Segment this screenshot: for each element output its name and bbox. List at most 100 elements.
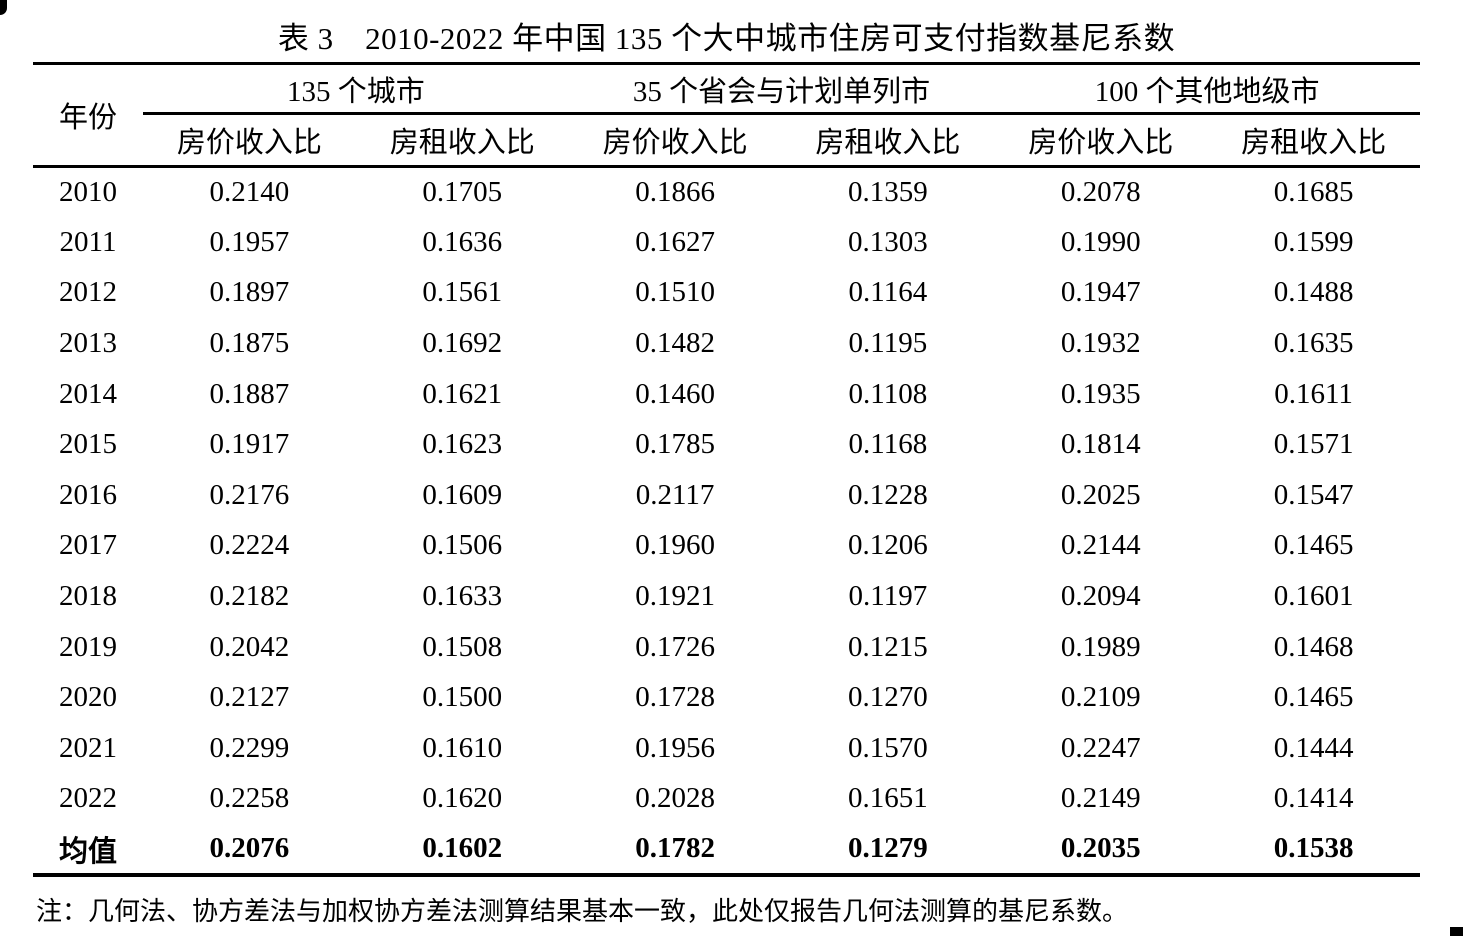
gini-coefficient-table: 年份 135 个城市 35 个省会与计划单列市 100 个其他地级市 房价收入比… bbox=[33, 62, 1420, 877]
group-header-100-other-prefecture-cities: 100 个其他地级市 bbox=[994, 63, 1420, 115]
value-cell: 0.2117 bbox=[635, 478, 715, 511]
year-cell: 2018 bbox=[59, 580, 117, 613]
value-cell: 0.2224 bbox=[209, 529, 290, 562]
table-row: 2012 0.1897 0.1561 0.1510 0.1164 0.1947 0.1488 bbox=[33, 268, 1420, 319]
table-body: 2010 0.2140 0.1705 0.1866 0.1359 0.2078 0.1685… bbox=[33, 167, 1420, 875]
value-cell: 0.1633 bbox=[422, 580, 503, 613]
table-row: 2010 0.2140 0.1705 0.1866 0.1359 0.2078 0.1685 bbox=[33, 167, 1420, 218]
value-cell: 0.1508 bbox=[422, 630, 503, 663]
value-cell: 0.1547 bbox=[1273, 478, 1354, 511]
value-cell: 0.2028 bbox=[635, 782, 715, 815]
value-cell: 0.1602 bbox=[422, 832, 503, 865]
value-cell: 0.1956 bbox=[635, 731, 715, 764]
value-cell: 0.1168 bbox=[848, 428, 928, 461]
value-cell: 0.1279 bbox=[848, 832, 928, 865]
year-cell: 2012 bbox=[59, 276, 117, 309]
value-cell: 0.2025 bbox=[1060, 478, 1141, 511]
value-cell: 0.2247 bbox=[1060, 731, 1141, 764]
header-group-row: 年份 135 个城市 35 个省会与计划单列市 100 个其他地级市 bbox=[33, 63, 1420, 168]
crop-artifact-top-left bbox=[0, 0, 7, 15]
value-cell: 0.1460 bbox=[635, 377, 715, 410]
value-cell: 0.1206 bbox=[848, 529, 928, 562]
value-cell: 0.1611 bbox=[1274, 377, 1353, 410]
group-header-35-capital-cities: 35 个省会与计划单列市 bbox=[568, 63, 995, 115]
value-cell: 0.1620 bbox=[422, 782, 503, 815]
value-cell: 0.1538 bbox=[1273, 832, 1354, 865]
table-row: 2015 0.1917 0.1623 0.1785 0.1168 0.1814 0.1571 bbox=[33, 419, 1420, 470]
value-cell: 0.1785 bbox=[635, 428, 715, 461]
value-cell: 0.1228 bbox=[848, 478, 928, 511]
subheader-rent-income-ratio-1: 房租收入比 bbox=[355, 113, 569, 168]
table-row: 2020 0.2127 0.1500 0.1728 0.1270 0.2109 0.1465 bbox=[33, 672, 1420, 723]
table-row: 2013 0.1875 0.1692 0.1482 0.1195 0.1932 0.1635 bbox=[33, 318, 1420, 369]
value-cell: 0.1635 bbox=[1273, 327, 1354, 360]
subheader-rent-income-ratio-2: 房租收入比 bbox=[781, 113, 995, 168]
value-cell: 0.1465 bbox=[1273, 529, 1354, 562]
value-cell: 0.1917 bbox=[209, 428, 290, 461]
value-cell: 0.1887 bbox=[209, 377, 290, 410]
value-cell: 0.1960 bbox=[635, 529, 715, 562]
value-cell: 0.1782 bbox=[635, 832, 715, 865]
subheader-price-income-ratio-1: 房价收入比 bbox=[143, 113, 356, 168]
year-cell: 2011 bbox=[59, 225, 117, 258]
table-caption: 表 3 2010-2022 年中国 135 个大中城市住房可支付指数基尼系数 bbox=[277, 21, 1176, 56]
value-cell: 0.2076 bbox=[209, 832, 290, 865]
value-cell: 0.2094 bbox=[1060, 580, 1141, 613]
value-cell: 0.1570 bbox=[848, 731, 928, 764]
value-cell: 0.1195 bbox=[848, 327, 928, 360]
value-cell: 0.1921 bbox=[635, 580, 715, 613]
value-cell: 0.2078 bbox=[1060, 176, 1141, 209]
table-row: 2014 0.1887 0.1621 0.1460 0.1108 0.1935 0.1611 bbox=[33, 369, 1420, 420]
value-cell: 0.1571 bbox=[1273, 428, 1354, 461]
value-cell: 0.1506 bbox=[422, 529, 503, 562]
value-cell: 0.1814 bbox=[1060, 428, 1141, 461]
value-cell: 0.2035 bbox=[1060, 832, 1141, 865]
year-cell: 2017 bbox=[59, 529, 117, 562]
value-cell: 0.1651 bbox=[848, 782, 928, 815]
value-cell: 0.1561 bbox=[422, 276, 503, 309]
table-row: 2016 0.2176 0.1609 0.2117 0.1228 0.2025 0.1547 bbox=[33, 470, 1420, 521]
year-cell: 均值 bbox=[58, 835, 117, 868]
value-cell: 0.1935 bbox=[1060, 377, 1141, 410]
value-cell: 0.1164 bbox=[848, 276, 928, 309]
value-cell: 0.1482 bbox=[635, 327, 715, 360]
table-note: 注：几何法、协方差法与加权协方差法测算结果基本一致，此处仅报告几何法测算的基尼系… bbox=[36, 897, 1129, 926]
value-cell: 0.1621 bbox=[422, 377, 503, 410]
value-cell: 0.1270 bbox=[848, 681, 928, 714]
value-cell: 0.1465 bbox=[1273, 681, 1354, 714]
table-row: 2017 0.2224 0.1506 0.1960 0.1206 0.2144 0.1465 bbox=[33, 521, 1420, 572]
year-cell: 2021 bbox=[59, 731, 117, 764]
value-cell: 0.2176 bbox=[209, 478, 290, 511]
table-row: 2019 0.2042 0.1508 0.1726 0.1215 0.1989 0.1468 bbox=[33, 622, 1420, 673]
value-cell: 0.1636 bbox=[422, 225, 503, 258]
value-cell: 0.2127 bbox=[209, 681, 290, 714]
value-cell: 0.1303 bbox=[848, 225, 928, 258]
value-cell: 0.2258 bbox=[209, 782, 290, 815]
table-row: 2011 0.1957 0.1636 0.1627 0.1303 0.1990 0.1599 bbox=[33, 217, 1420, 268]
value-cell: 0.2109 bbox=[1060, 681, 1141, 714]
year-cell: 2013 bbox=[59, 327, 117, 360]
crop-artifact-bottom-right bbox=[1450, 927, 1463, 936]
value-cell: 0.1359 bbox=[848, 176, 928, 209]
year-cell: 2014 bbox=[59, 377, 117, 410]
value-cell: 0.1609 bbox=[422, 478, 503, 511]
value-cell: 0.1623 bbox=[422, 428, 503, 461]
mean-row: 均值 0.2076 0.1602 0.1782 0.1279 0.2035 0.1538 bbox=[33, 824, 1420, 875]
value-cell: 0.1197 bbox=[848, 580, 928, 613]
value-cell: 0.1990 bbox=[1060, 225, 1141, 258]
subheader-rent-income-ratio-3: 房租收入比 bbox=[1207, 113, 1420, 168]
value-cell: 0.2144 bbox=[1060, 529, 1141, 562]
value-cell: 0.1610 bbox=[422, 731, 503, 764]
value-cell: 0.1875 bbox=[209, 327, 290, 360]
header-sub-row: 房价收入比 房租收入比 房价收入比 房租收入比 房价收入比 房租收入比 bbox=[33, 113, 1420, 168]
value-cell: 0.1728 bbox=[635, 681, 715, 714]
value-cell: 0.1989 bbox=[1060, 630, 1141, 663]
value-cell: 0.1414 bbox=[1273, 782, 1354, 815]
value-cell: 0.1488 bbox=[1273, 276, 1354, 309]
value-cell: 0.1705 bbox=[422, 176, 503, 209]
value-cell: 0.1692 bbox=[422, 327, 503, 360]
value-cell: 0.1685 bbox=[1273, 176, 1354, 209]
year-column-header: 年份 bbox=[33, 63, 143, 168]
value-cell: 0.2182 bbox=[209, 580, 290, 613]
